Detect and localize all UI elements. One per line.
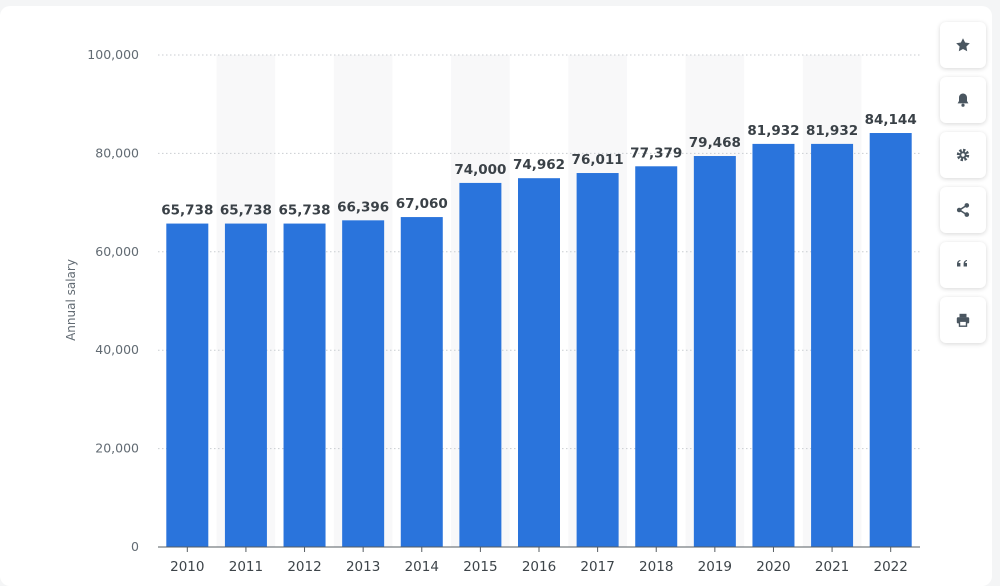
share-button[interactable] bbox=[940, 187, 986, 233]
value-label-2014: 67,060 bbox=[396, 196, 448, 212]
y-tick-label: 80,000 bbox=[95, 145, 139, 160]
bar-2017[interactable] bbox=[576, 173, 619, 547]
x-tick-label-2016: 2016 bbox=[522, 559, 556, 575]
value-label-2011: 65,738 bbox=[220, 203, 272, 219]
value-label-2010: 65,738 bbox=[161, 203, 213, 219]
value-label-2015: 74,000 bbox=[454, 162, 506, 178]
bar-2021[interactable] bbox=[811, 143, 854, 547]
bar-2019[interactable] bbox=[693, 156, 736, 547]
star-icon bbox=[956, 38, 970, 52]
bar-2010[interactable] bbox=[166, 223, 209, 548]
value-label-2019: 79,468 bbox=[689, 135, 741, 151]
x-tick-label-2019: 2019 bbox=[698, 559, 732, 575]
bar-2014[interactable] bbox=[400, 217, 443, 547]
y-tick-label: 20,000 bbox=[95, 441, 139, 456]
gear-icon bbox=[956, 148, 970, 162]
value-label-2020: 81,932 bbox=[747, 123, 799, 139]
print-icon bbox=[956, 313, 970, 327]
print-button[interactable] bbox=[940, 297, 986, 343]
bars bbox=[166, 133, 912, 548]
value-labels: 65,738 65,738 65,738 66,396 67,060 74,000 74,9… bbox=[161, 112, 916, 219]
x-tick-label-2020: 2020 bbox=[756, 559, 790, 575]
bar-2011[interactable] bbox=[224, 223, 267, 548]
value-label-2016: 74,962 bbox=[513, 157, 565, 173]
y-tick-label: 100,000 bbox=[87, 47, 139, 62]
x-tick-label-2015: 2015 bbox=[463, 559, 497, 575]
x-tick-label-2014: 2014 bbox=[405, 559, 439, 575]
y-tick-label: 60,000 bbox=[95, 244, 139, 259]
x-tick-label-2018: 2018 bbox=[639, 559, 673, 575]
x-tick-label-2013: 2013 bbox=[346, 559, 380, 575]
bar-2020[interactable] bbox=[752, 143, 795, 547]
value-label-2018: 77,379 bbox=[630, 145, 682, 161]
x-tick-label-2011: 2011 bbox=[229, 559, 263, 575]
bar-2022[interactable] bbox=[869, 133, 912, 547]
value-label-2012: 65,738 bbox=[278, 203, 330, 219]
chart-toolbar bbox=[940, 22, 986, 343]
value-label-2022: 84,144 bbox=[865, 112, 917, 128]
x-axis-ticks: 2010 2011 2012 2013 2014 2015 2016 2017 2018 2019… bbox=[170, 547, 908, 575]
notification-button[interactable] bbox=[940, 77, 986, 123]
bar-2016[interactable] bbox=[518, 178, 560, 548]
bell-icon bbox=[957, 93, 969, 107]
value-label-2013: 66,396 bbox=[337, 199, 389, 215]
x-tick-label-2012: 2012 bbox=[287, 559, 321, 575]
y-axis-ticks: 0 20,000 40,000 60,000 80,000 100,000 bbox=[87, 47, 139, 554]
bar-2012[interactable] bbox=[283, 223, 326, 548]
cite-button[interactable] bbox=[940, 242, 986, 288]
bar-2018[interactable] bbox=[635, 166, 678, 547]
y-tick-label: 0 bbox=[131, 539, 139, 554]
bar-2015[interactable] bbox=[459, 182, 502, 548]
x-tick-label-2022: 2022 bbox=[874, 559, 908, 575]
bar-2013[interactable] bbox=[342, 220, 385, 548]
x-tick-label-2010: 2010 bbox=[170, 559, 204, 575]
settings-button[interactable] bbox=[940, 132, 986, 178]
value-label-2017: 76,011 bbox=[572, 152, 624, 168]
x-tick-label-2021: 2021 bbox=[815, 559, 849, 575]
quote-icon bbox=[957, 260, 967, 267]
y-tick-label: 40,000 bbox=[95, 342, 139, 357]
x-tick-label-2017: 2017 bbox=[580, 559, 614, 575]
favorite-button[interactable] bbox=[940, 22, 986, 68]
share-icon bbox=[956, 203, 970, 217]
value-label-2021: 81,932 bbox=[806, 123, 858, 139]
y-axis-label: Annual salary bbox=[64, 259, 78, 341]
